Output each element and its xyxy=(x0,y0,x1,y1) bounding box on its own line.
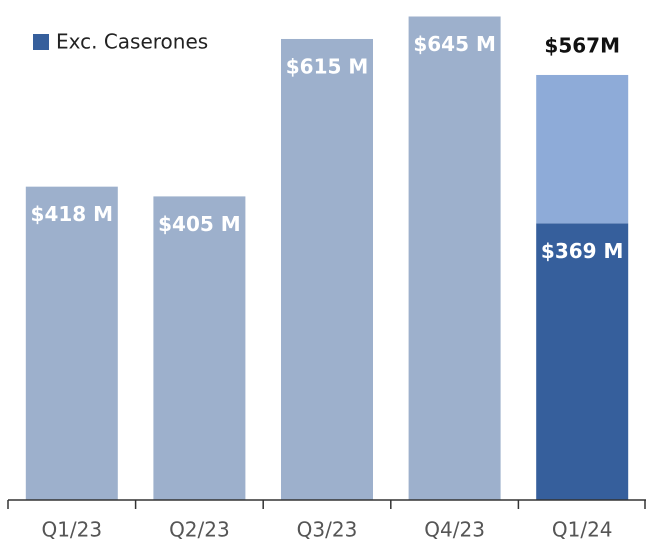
value-label: $418 M xyxy=(31,202,114,226)
bar xyxy=(25,186,118,500)
value-label: $405 M xyxy=(158,212,241,236)
value-label: $369 M xyxy=(541,239,624,263)
bar xyxy=(536,74,629,224)
legend-label: Exc. Caserones xyxy=(56,30,208,54)
x-tick-label: Q1/23 xyxy=(41,518,102,542)
x-tick-label: Q2/23 xyxy=(169,518,230,542)
bar xyxy=(408,16,501,500)
bar xyxy=(536,223,629,500)
x-tick-label: Q3/23 xyxy=(297,518,358,542)
total-label: $567M xyxy=(544,33,620,57)
value-label: $645 M xyxy=(413,32,496,56)
bar xyxy=(281,38,373,501)
legend-swatch xyxy=(33,34,49,50)
bar xyxy=(153,196,246,500)
value-label: $615 M xyxy=(286,54,369,78)
x-tick-label: Q1/24 xyxy=(552,518,613,542)
x-tick-label: Q4/23 xyxy=(424,518,485,542)
